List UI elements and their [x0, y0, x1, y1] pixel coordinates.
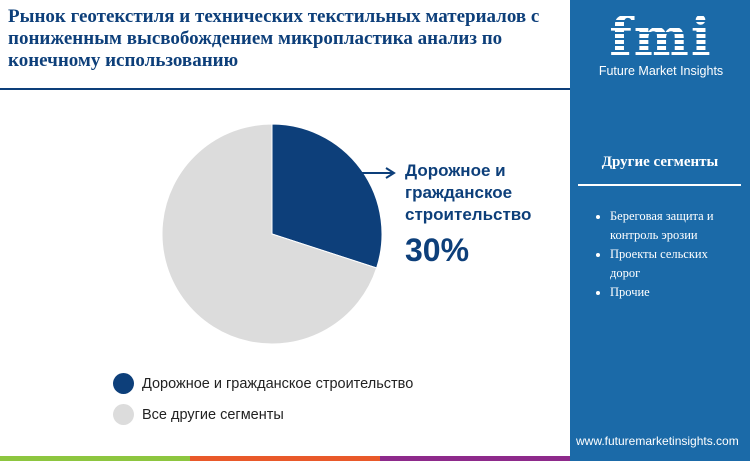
legend-label: Все другие сегменты	[142, 406, 284, 423]
legend-label: Дорожное и гражданское строительство	[142, 375, 414, 392]
callout-label: Дорожное и гражданское строительство	[405, 160, 545, 226]
callout-arrow	[362, 167, 396, 179]
website-url: www.futuremarketinsights.com	[576, 434, 739, 448]
pie-slice-0	[271, 123, 383, 269]
color-bar-orange	[190, 456, 380, 461]
brand-name: Future Market Insights	[598, 64, 724, 78]
callout-value: 30%	[405, 232, 470, 268]
legend-swatch	[113, 404, 134, 425]
title-divider	[0, 88, 570, 90]
segment-item: Береговая защита и контроль эрозии	[610, 207, 740, 245]
segment-item: Прочие	[610, 283, 740, 302]
legend-item: Все другие сегменты	[113, 404, 284, 425]
logo-mark: fmi	[596, 10, 726, 66]
sidebar: fmi Future Market Insights Другие сегмен…	[570, 0, 750, 461]
legend-swatch	[113, 373, 134, 394]
fmi-logo: fmi Future Market Insights	[596, 10, 726, 79]
segment-item: Проекты сельских дорог	[610, 245, 740, 283]
divider	[578, 184, 741, 186]
callout-text: Дорожное и гражданское строительство	[405, 161, 532, 224]
legend-item: Дорожное и гражданское строительство	[113, 373, 413, 394]
other-segments-heading: Другие сегменты	[601, 154, 719, 170]
page-title: Рынок геотекстиля и технических текстиль…	[8, 6, 540, 71]
color-bar-purple	[380, 456, 570, 461]
pie-chart	[161, 123, 396, 345]
segment-list: Береговая защита и контроль эрозии Проек…	[592, 207, 740, 302]
color-bar-green	[0, 456, 190, 461]
pie-slice-1	[161, 123, 378, 345]
